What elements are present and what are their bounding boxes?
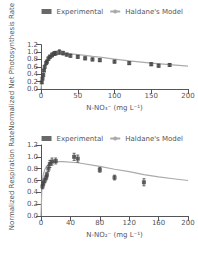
svg-text:N-NO₃⁻ (mg L⁻¹): N-NO₃⁻ (mg L⁻¹) [86, 104, 143, 112]
svg-text:Haldane's Model: Haldane's Model [125, 135, 183, 143]
svg-text:Experimental: Experimental [57, 8, 104, 16]
svg-text:80: 80 [95, 219, 104, 227]
svg-text:0: 0 [39, 219, 43, 227]
svg-text:0.2: 0.2 [27, 200, 38, 208]
svg-text:120: 120 [123, 219, 136, 227]
svg-text:0.4: 0.4 [27, 70, 39, 78]
svg-text:50: 50 [73, 92, 82, 100]
svg-text:160: 160 [152, 219, 165, 227]
svg-text:1.0: 1.0 [27, 48, 38, 56]
svg-text:0.0: 0.0 [27, 85, 38, 93]
svg-text:100: 100 [108, 92, 121, 100]
svg-text:0.4: 0.4 [27, 188, 39, 196]
svg-text:Normalized Respiration Rate: Normalized Respiration Rate [8, 131, 16, 231]
svg-text:0.8: 0.8 [27, 55, 38, 63]
svg-text:0.0: 0.0 [27, 212, 38, 220]
svg-text:Experimental: Experimental [57, 135, 104, 143]
svg-text:0.6: 0.6 [27, 63, 39, 71]
svg-text:1.2: 1.2 [27, 141, 38, 149]
svg-text:150: 150 [145, 92, 158, 100]
svg-text:1.2: 1.2 [27, 41, 38, 49]
svg-text:1.0: 1.0 [27, 153, 38, 161]
svg-text:200: 200 [181, 92, 194, 100]
svg-text:Haldane's Model: Haldane's Model [125, 8, 183, 16]
svg-text:200: 200 [181, 219, 194, 227]
svg-text:0: 0 [39, 92, 43, 100]
svg-text:0.2: 0.2 [27, 78, 38, 86]
svg-text:Normalized Net Photosynthesis: Normalized Net Photosynthesis Rate [8, 3, 16, 131]
svg-text:40: 40 [66, 219, 75, 227]
svg-text:0.6: 0.6 [27, 177, 39, 185]
svg-text:0.8: 0.8 [27, 165, 38, 173]
svg-text:N-NO₂⁻ (mg L⁻¹): N-NO₂⁻ (mg L⁻¹) [86, 231, 143, 239]
